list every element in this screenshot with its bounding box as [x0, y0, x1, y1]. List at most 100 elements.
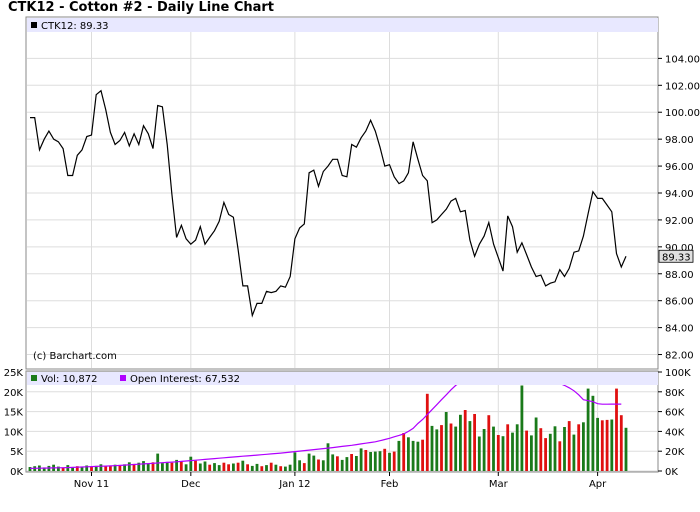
- volume-bar: [615, 388, 618, 471]
- volume-bar: [217, 465, 221, 471]
- volume-bar: [161, 463, 164, 471]
- volume-bar: [416, 441, 420, 471]
- volume-right-tick-label: 40K: [665, 427, 685, 438]
- volume-bar: [179, 461, 183, 471]
- volume-bar: [208, 464, 212, 471]
- last-price-label: 89.33: [662, 252, 691, 263]
- price-tick-label: 94.00: [665, 189, 694, 200]
- volume-bar: [459, 414, 462, 471]
- volume-bar: [203, 461, 207, 471]
- volume-bar: [189, 456, 193, 471]
- volume-bar: [326, 443, 330, 471]
- date-x-axis: Nov 11 Dec Jan 12 Feb Mar Apr: [74, 472, 607, 490]
- volume-bar: [255, 463, 259, 471]
- price-legend-label: CTK12: 89.33: [41, 21, 109, 32]
- price-tick-label: 92.00: [665, 216, 694, 227]
- x-tick-label: Dec: [181, 479, 200, 490]
- last-price-box: [658, 249, 694, 263]
- volume-left-tick-label: 25K: [4, 368, 24, 379]
- volume-bar: [359, 448, 363, 471]
- price-tick-label: 84.00: [665, 324, 694, 335]
- volume-bar: [336, 456, 339, 471]
- volume-bar: [373, 451, 377, 471]
- volume-bar: [71, 467, 74, 471]
- volume-bar: [75, 466, 79, 471]
- volume-bar: [28, 467, 32, 471]
- volume-left-tick-label: 15K: [4, 408, 24, 419]
- volume-bar: [156, 453, 160, 471]
- volume-bar: [397, 440, 401, 471]
- volume-bar: [80, 467, 84, 471]
- volume-bar: [345, 457, 349, 471]
- volume-bar: [553, 426, 557, 471]
- volume-bar: [113, 464, 117, 471]
- volume-panel: [25, 370, 659, 473]
- volume-bar: [477, 436, 481, 471]
- volume-bar: [260, 466, 264, 471]
- volume-bar: [411, 440, 415, 471]
- volume-bar: [274, 464, 278, 471]
- volume-bar: [61, 467, 65, 471]
- volume-right-tick-label: 20K: [665, 447, 685, 458]
- volume-bar: [118, 465, 122, 471]
- price-tick-label: 86.00: [665, 297, 694, 308]
- volume-bar: [94, 465, 98, 471]
- price-legend-bar: [27, 18, 658, 32]
- volume-bar: [293, 452, 297, 471]
- volume-bar: [473, 414, 476, 471]
- volume-bar: [501, 436, 505, 471]
- volume-bar: [127, 462, 131, 471]
- volume-bar: [241, 460, 245, 471]
- volume-bars: [28, 385, 628, 471]
- volume-bar: [534, 417, 538, 471]
- x-tick-label: Feb: [381, 479, 399, 490]
- price-tick-label: 82.00: [665, 351, 694, 362]
- volume-bar: [279, 466, 283, 471]
- volume-left-axis: 0K 5K 10K 15K 20K 25K: [4, 368, 24, 478]
- price-tick-label: 90.00: [665, 243, 694, 254]
- volume-bar: [312, 455, 316, 471]
- price-y-axis: 82.00 84.00 86.00 88.00 90.00 92.00 94.00 96.00…: [658, 54, 700, 362]
- x-tick-label: Nov 11: [74, 479, 109, 490]
- x-tick-label: Mar: [489, 479, 509, 490]
- volume-bar: [600, 420, 604, 471]
- volume-bar: [563, 427, 566, 471]
- volume-bar: [236, 462, 240, 471]
- volume-bar: [146, 463, 150, 471]
- volume-bar: [42, 467, 46, 471]
- volume-bar: [482, 429, 486, 471]
- volume-bar: [586, 388, 590, 471]
- x-tick-label: Jan 12: [278, 479, 310, 490]
- volume-bar: [151, 462, 155, 471]
- volume-bar: [577, 424, 581, 471]
- volume-bar: [317, 459, 320, 471]
- volume-bar: [407, 437, 410, 471]
- volume-left-tick-label: 5K: [10, 447, 23, 458]
- volume-bar: [496, 435, 500, 471]
- volume-bar: [530, 435, 533, 471]
- volume-bar: [232, 463, 235, 471]
- volume-bar: [383, 448, 387, 471]
- oi-legend-swatch: [120, 375, 126, 381]
- volume-bar: [468, 421, 472, 471]
- volume-bar: [425, 393, 429, 471]
- volume-bar: [440, 425, 443, 471]
- price-grid: [27, 57, 657, 356]
- volume-bar: [90, 466, 93, 471]
- volume-bar: [392, 451, 396, 471]
- volume-bar: [250, 465, 254, 471]
- volume-bar: [165, 461, 169, 471]
- volume-bar: [246, 464, 249, 471]
- vol-legend-swatch: [31, 375, 37, 381]
- volume-bar: [548, 433, 552, 471]
- volume-bar: [520, 385, 524, 471]
- volume-left-tick-label: 10K: [4, 427, 24, 438]
- volume-bar: [132, 463, 136, 471]
- volume-bar: [430, 425, 434, 471]
- volume-bar: [198, 463, 202, 471]
- price-tick-label: 100.00: [665, 108, 700, 119]
- volume-right-tick-label: 0K: [665, 467, 678, 478]
- volume-bar: [539, 428, 543, 471]
- price-tick-label: 88.00: [665, 270, 694, 281]
- volume-bar: [605, 419, 609, 471]
